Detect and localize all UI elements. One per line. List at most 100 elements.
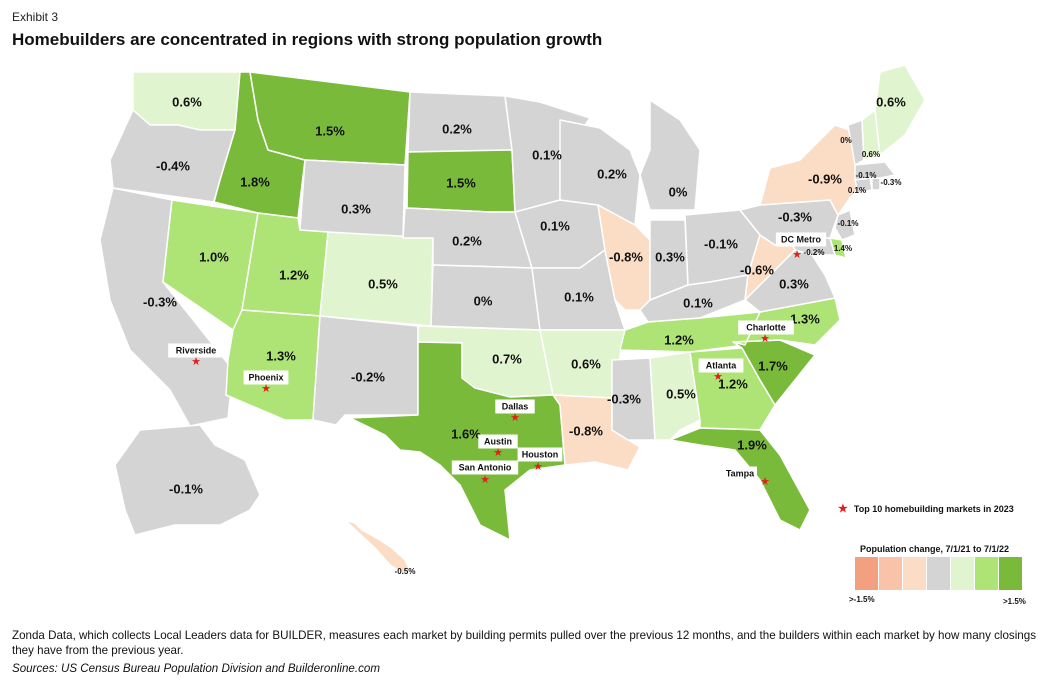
state-value-label-de: 1.4% bbox=[834, 244, 852, 253]
city-label-charlotte: Charlotte bbox=[746, 322, 786, 332]
state-value-label-hi: -0.5% bbox=[395, 567, 416, 576]
state-value-label-ia: 0.1% bbox=[540, 218, 570, 233]
star-icon: ★ bbox=[760, 333, 770, 345]
state-value-label-ut: 1.2% bbox=[279, 267, 309, 282]
state-value-label-co: 0.5% bbox=[368, 276, 398, 291]
state-value-label-ok: 0.7% bbox=[492, 351, 522, 366]
star-icon: ★ bbox=[533, 461, 543, 473]
city-label-box bbox=[495, 399, 535, 414]
legend-min-label: >-1.5% bbox=[849, 595, 875, 604]
legend-title: Population change, 7/1/21 to 7/1/22 bbox=[860, 544, 1010, 554]
state-value-label-ri: -0.3% bbox=[881, 178, 902, 187]
state-value-label-md: -0.2% bbox=[804, 248, 825, 257]
state-value-label-ak: -0.1% bbox=[169, 481, 203, 496]
city-label-atlanta: Atlanta bbox=[706, 360, 737, 370]
city-label-riverside: Riverside bbox=[176, 345, 217, 355]
city-label-houston: Houston bbox=[522, 449, 559, 459]
state-me bbox=[874, 64, 926, 156]
state-ma bbox=[854, 161, 896, 181]
legend-swatch-neutral bbox=[927, 557, 950, 590]
state-value-label-ms: -0.3% bbox=[607, 391, 641, 406]
state-ia bbox=[514, 199, 606, 269]
state-value-label-me: 0.6% bbox=[876, 94, 906, 109]
city-label-san-antonio: San Antonio bbox=[459, 462, 512, 472]
city-label-box bbox=[243, 370, 289, 385]
state-value-label-ma: 0.1% bbox=[848, 186, 866, 195]
star-icon: ★ bbox=[261, 383, 271, 395]
state-value-label-sd: 1.5% bbox=[446, 175, 476, 190]
city-label-box bbox=[478, 434, 518, 449]
state-value-label-ga: 1.2% bbox=[718, 376, 748, 391]
state-value-label-ny: -0.9% bbox=[808, 171, 842, 186]
source-note: Sources: US Census Bureau Population Div… bbox=[12, 662, 380, 675]
state-value-label-mt: 1.5% bbox=[315, 123, 345, 138]
city-label-box bbox=[168, 343, 224, 358]
state-value-label-il: -0.8% bbox=[609, 249, 643, 264]
city-label-box bbox=[723, 466, 757, 481]
state-nj bbox=[834, 209, 856, 241]
state-value-label-pa: -0.3% bbox=[778, 209, 812, 224]
city-label-box bbox=[698, 358, 744, 373]
city-label-dc-metro: DC Metro bbox=[781, 234, 822, 244]
legend-swatch-neg-low bbox=[903, 557, 926, 590]
star-icon: ★ bbox=[493, 447, 503, 459]
legend-max-label: >1.5% bbox=[1003, 597, 1026, 606]
state-ms bbox=[611, 357, 656, 441]
state-value-label-ar: 0.6% bbox=[571, 356, 601, 371]
state-hi bbox=[344, 519, 411, 574]
star-icon: ★ bbox=[191, 356, 201, 368]
state-value-label-mi: 0% bbox=[669, 184, 688, 199]
star-icon: ★ bbox=[510, 412, 520, 424]
state-value-label-mo: 0.1% bbox=[564, 289, 594, 304]
city-label-box bbox=[738, 320, 794, 335]
state-value-label-wy: 0.3% bbox=[341, 201, 371, 216]
legend-swatch-pos-low bbox=[951, 557, 974, 590]
star-icon: ★ bbox=[480, 474, 490, 486]
states-layer bbox=[99, 64, 926, 574]
state-value-label-id: 1.8% bbox=[240, 174, 270, 189]
state-value-label-ct: -0.1% bbox=[856, 171, 877, 180]
star-icon: ★ bbox=[760, 476, 770, 488]
state-fl bbox=[669, 427, 811, 531]
footnote: Zonda Data, which collects Local Leaders… bbox=[12, 629, 1036, 657]
state-ak bbox=[114, 424, 261, 536]
state-value-label-ca: -0.3% bbox=[143, 294, 177, 309]
state-value-label-nd: 0.2% bbox=[442, 121, 472, 136]
city-label-phoenix: Phoenix bbox=[248, 372, 283, 382]
city-label-dallas: Dallas bbox=[502, 401, 529, 411]
state-value-label-or: -0.4% bbox=[156, 158, 190, 173]
state-value-label-in: 0.3% bbox=[655, 249, 685, 264]
state-value-label-nm: -0.2% bbox=[351, 369, 385, 384]
state-de bbox=[829, 237, 847, 259]
state-value-label-nj: -0.1% bbox=[838, 219, 859, 228]
legend-star-label: Top 10 homebuilding markets in 2023 bbox=[853, 504, 1014, 514]
state-value-label-tx: 1.6% bbox=[451, 426, 481, 441]
state-value-label-tn: 1.2% bbox=[664, 332, 694, 347]
legend-swatch-neg-mid bbox=[879, 557, 902, 590]
state-value-label-fl: 1.9% bbox=[737, 437, 767, 452]
city-markers-layer: Riverside★Phoenix★Dallas★Austin★San Anto… bbox=[168, 232, 827, 488]
legend-swatch-pos-mid bbox=[975, 557, 998, 590]
state-value-label-ne: 0.2% bbox=[452, 233, 482, 248]
state-tx bbox=[349, 341, 566, 541]
state-mt bbox=[249, 71, 411, 166]
star-icon: ★ bbox=[792, 249, 802, 261]
state-value-label-vt: 0% bbox=[840, 136, 852, 145]
chart-title: Homebuilders are concentrated in regions… bbox=[12, 30, 603, 49]
state-value-label-nc: 1.3% bbox=[790, 311, 820, 326]
star-icon: ★ bbox=[713, 371, 723, 383]
state-value-label-sc: 1.7% bbox=[758, 358, 788, 373]
state-value-label-wi: 0.2% bbox=[597, 166, 627, 181]
state-labels-layer: 0.6% -0.4% -0.3% 1.0% 1.8% 1.5% 0.3% 1.2% 1.3% 0.… bbox=[143, 94, 906, 576]
state-value-label-nh: 0.6% bbox=[862, 150, 880, 159]
state-value-label-ks: 0% bbox=[474, 293, 493, 308]
city-label-austin: Austin bbox=[484, 436, 512, 446]
city-label-box bbox=[775, 232, 827, 247]
state-value-label-wv: -0.6% bbox=[740, 262, 774, 277]
state-wy bbox=[299, 159, 406, 239]
city-label-tampa: Tampa bbox=[726, 468, 755, 478]
state-value-label-va: 0.3% bbox=[779, 276, 809, 291]
legend-swatches bbox=[855, 557, 1023, 590]
state-value-label-az: 1.3% bbox=[266, 348, 296, 363]
state-value-label-mn: 0.1% bbox=[532, 147, 562, 162]
